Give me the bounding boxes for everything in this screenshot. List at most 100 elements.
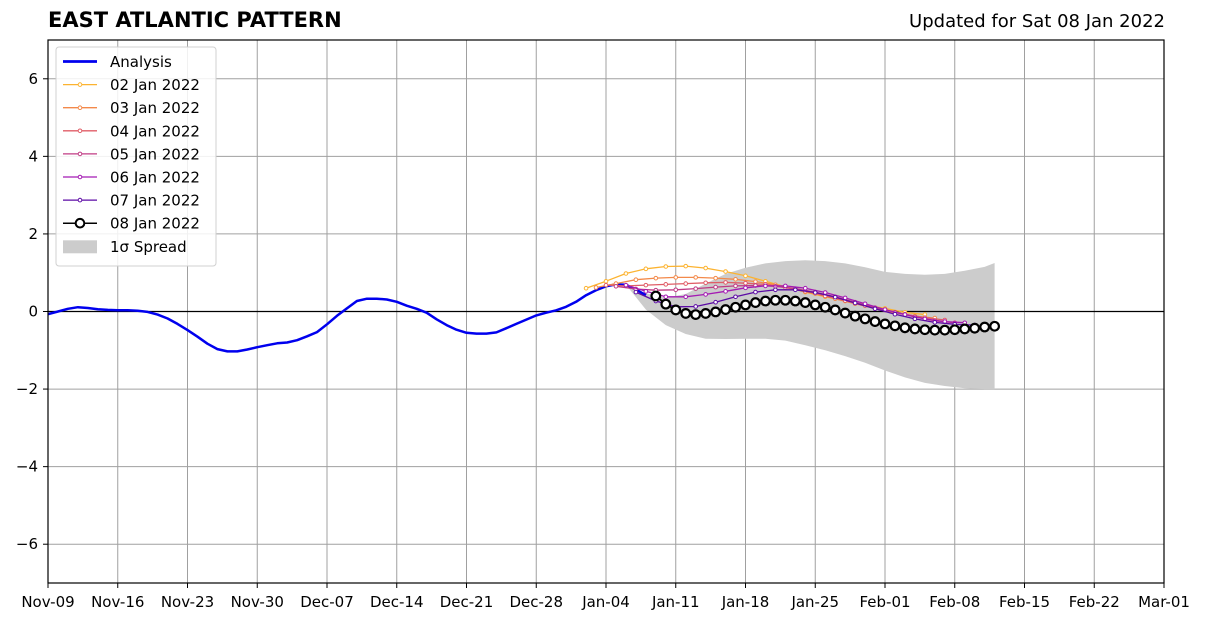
- analysis-line: [47, 283, 647, 353]
- forecast-point: [663, 282, 669, 287]
- forecast-point: [593, 285, 599, 290]
- forecast-point: [613, 283, 619, 289]
- forecast-point: [713, 299, 718, 305]
- forecast-point: [673, 275, 679, 280]
- forecast-point: [879, 318, 891, 330]
- forecast-point: [670, 304, 682, 316]
- forecast-point: [603, 278, 609, 284]
- forecast-point: [932, 320, 938, 325]
- forecast-point: [743, 285, 748, 291]
- x-tick-label: Feb-15: [999, 593, 1050, 611]
- forecast-point: [700, 308, 712, 319]
- y-tick-label: 0: [28, 303, 38, 321]
- forecast-point: [673, 287, 679, 293]
- forecast-point: [789, 295, 801, 307]
- forecast-point: [643, 289, 649, 294]
- x-tick-label: Nov-09: [21, 593, 74, 611]
- legend-entry: 03 Jan 2022: [63, 99, 200, 117]
- x-tick-label: Dec-28: [509, 593, 563, 611]
- forecast-point: [683, 281, 689, 286]
- x-tick-label: Dec-14: [370, 593, 424, 611]
- x-tick-label: Jan-04: [581, 593, 630, 611]
- forecast-point: [723, 289, 728, 294]
- forecast-point: [822, 290, 828, 295]
- legend-marker: [77, 105, 83, 110]
- forecast-point: [663, 264, 669, 269]
- x-tick-label: Dec-07: [300, 593, 354, 611]
- legend-marker: [77, 82, 83, 87]
- forecast-point: [743, 280, 748, 286]
- forecast-point: [703, 292, 708, 297]
- axes: Nov-09 Nov-16 Nov-23 Nov-30 Dec-07 Dec-14 Dec-…: [16, 39, 1190, 611]
- forecast-point: [979, 321, 991, 333]
- forecast-point: [763, 283, 768, 289]
- forecast-point: [703, 265, 708, 271]
- x-tick-label: Jan-18: [721, 593, 770, 611]
- legend-entry: 06 Jan 2022: [63, 169, 200, 187]
- y-tick-label: 6: [28, 70, 38, 88]
- forecast-series: [623, 282, 968, 326]
- legend-swatch: [63, 240, 97, 254]
- legend-label: 1σ Spread: [110, 238, 187, 256]
- legend-entry: 02 Jan 2022: [63, 76, 200, 94]
- forecast-point: [909, 323, 921, 335]
- forecast-point: [660, 298, 672, 310]
- legend-marker: [77, 174, 83, 180]
- forecast-line: [625, 284, 965, 324]
- forecast-point: [680, 308, 692, 319]
- forecast-point: [852, 300, 858, 306]
- forecast-point: [779, 294, 791, 306]
- forecast-point: [690, 309, 702, 321]
- legend-label: 05 Jan 2022: [110, 145, 200, 163]
- y-tick-label: −2: [16, 380, 38, 398]
- forecast-point: [733, 283, 738, 289]
- forecast-point: [623, 282, 629, 288]
- x-tick-label: Dec-21: [440, 593, 494, 611]
- legend-label: 03 Jan 2022: [110, 99, 200, 117]
- forecast-point: [832, 294, 838, 300]
- forecast-point: [713, 284, 718, 290]
- legend-marker: [77, 197, 83, 203]
- forecast-point: [793, 287, 798, 293]
- x-tick-label: Feb-08: [929, 593, 980, 611]
- forecast-point: [802, 285, 808, 291]
- forecast-point: [753, 289, 758, 295]
- updated-label: Updated for Sat 08 Jan 2022: [909, 11, 1165, 32]
- forecast-point: [633, 277, 639, 282]
- forecast-point: [650, 290, 662, 302]
- forecast-point: [733, 277, 738, 282]
- forecast-point: [693, 275, 698, 280]
- forecast-point: [849, 310, 861, 322]
- forecast-point: [859, 313, 871, 325]
- legend-marker: [77, 128, 83, 134]
- forecast-point: [733, 294, 738, 300]
- legend-box: [55, 46, 217, 267]
- forecast-point: [653, 275, 659, 281]
- x-tick-label: Mar-01: [1138, 593, 1190, 611]
- forecast-point: [730, 301, 741, 313]
- legend-entry: 1σ Spread: [63, 238, 187, 256]
- forecast-point: [703, 280, 708, 286]
- x-tick-label: Feb-22: [1069, 593, 1120, 611]
- forecast-point: [743, 273, 748, 279]
- forecast-point: [969, 322, 981, 334]
- forecast-point: [750, 297, 761, 308]
- forecast-point: [769, 294, 781, 306]
- forecast-point: [720, 304, 731, 315]
- forecast-point: [819, 301, 831, 313]
- forecast-point: [919, 324, 931, 336]
- forecast-point: [809, 299, 821, 311]
- forecast-point: [693, 304, 698, 309]
- forecast-point: [740, 299, 751, 311]
- forecast-point: [783, 283, 788, 289]
- forecast-point: [912, 316, 918, 322]
- forecast-point: [929, 324, 941, 336]
- spread-area: [625, 260, 995, 390]
- legend-marker: [77, 151, 83, 157]
- forecast-point: [753, 279, 758, 284]
- x-tick-label: Jan-25: [790, 593, 839, 611]
- forecast-point: [839, 307, 851, 319]
- forecast-point: [623, 271, 629, 276]
- forecast-point: [869, 316, 881, 327]
